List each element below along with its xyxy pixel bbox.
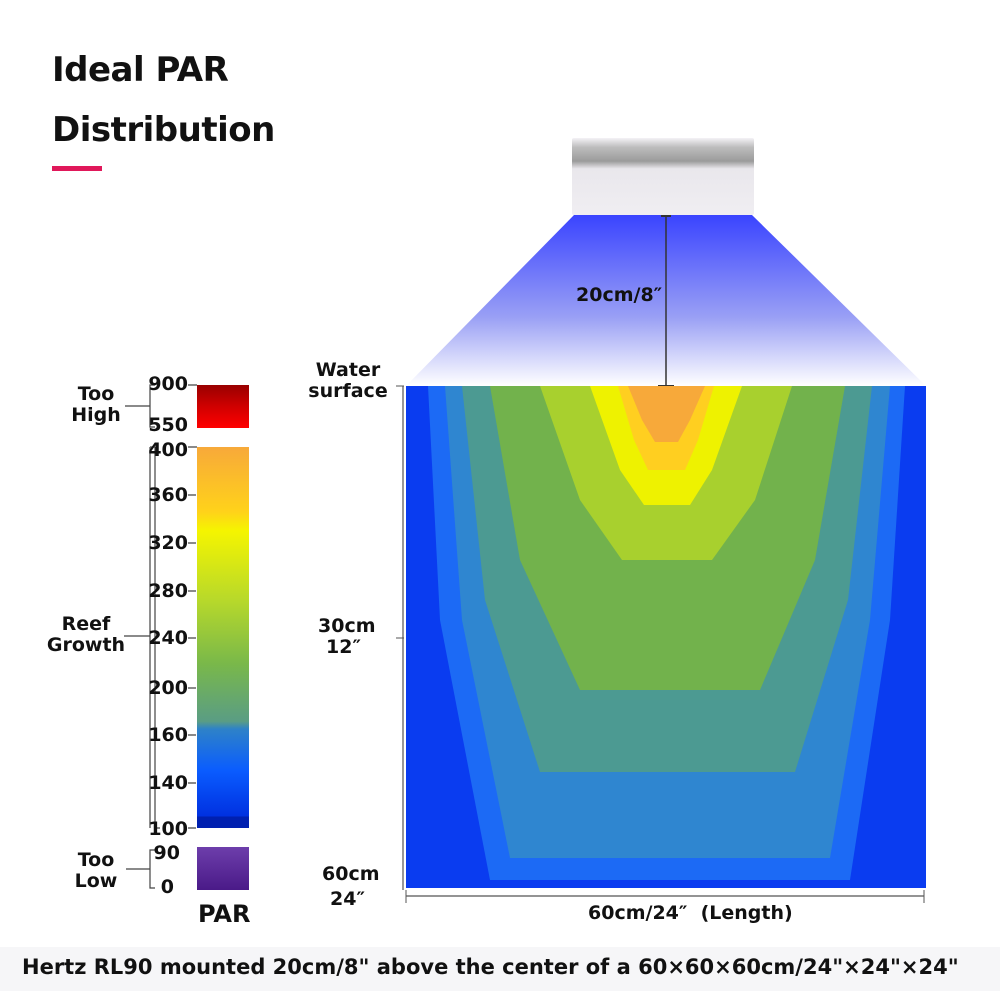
tick-240: 240 bbox=[148, 627, 188, 649]
label-line: 12″ bbox=[326, 636, 361, 658]
tick-90: 90 bbox=[153, 842, 180, 864]
depth-bottom-label: 60cm 24″ bbox=[322, 864, 386, 910]
water-surface-label: Water surface bbox=[306, 360, 390, 402]
legend-reef-growth-label: Reef Growth bbox=[46, 614, 126, 656]
tick-400: 400 bbox=[148, 439, 188, 461]
label-line: Water bbox=[315, 359, 381, 381]
label-line: Reef bbox=[61, 613, 111, 635]
tick-900: 900 bbox=[148, 373, 188, 395]
tick-200: 200 bbox=[148, 677, 188, 699]
legend-too-high-bar bbox=[197, 385, 249, 428]
title-accent-bar bbox=[52, 166, 102, 171]
legend-too-low-bar bbox=[197, 847, 249, 890]
label-line: Too bbox=[77, 849, 115, 871]
length-label: 60cm/24″ (Length) bbox=[588, 902, 793, 924]
tick-140: 140 bbox=[148, 772, 188, 794]
depth-mid-label: 30cm 12″ bbox=[318, 616, 382, 658]
tick-160: 160 bbox=[148, 724, 188, 746]
tick-0: 0 bbox=[160, 876, 174, 898]
label-line: Low bbox=[74, 870, 118, 892]
tick-320: 320 bbox=[148, 532, 188, 554]
label-line: 30cm bbox=[318, 615, 376, 637]
legend-too-high-label: Too High bbox=[66, 384, 126, 426]
label-line: 24″ bbox=[330, 888, 365, 910]
tick-550: 550 bbox=[148, 414, 188, 436]
label-line: High bbox=[71, 404, 121, 426]
label-line: 60cm bbox=[322, 863, 380, 885]
label-line: surface bbox=[308, 380, 388, 402]
tick-360: 360 bbox=[148, 484, 188, 506]
par-heatmap bbox=[406, 386, 926, 888]
legend-unit-label: PAR bbox=[198, 900, 251, 928]
label-line: Growth bbox=[46, 634, 126, 656]
legend-reef-growth-bar bbox=[197, 447, 249, 828]
fixture-height-label: 20cm/8″ bbox=[576, 284, 663, 306]
legend-too-low-label: Too Low bbox=[66, 850, 126, 892]
label-line: Too bbox=[77, 383, 115, 405]
footer-caption: Hertz RL90 mounted 20cm/8" above the cen… bbox=[0, 947, 1000, 991]
title-line-2: Distribution bbox=[52, 110, 275, 150]
footer-text: Hertz RL90 mounted 20cm/8" above the cen… bbox=[22, 955, 959, 979]
tick-280: 280 bbox=[148, 580, 188, 602]
light-fixture bbox=[572, 138, 754, 215]
tick-100: 100 bbox=[148, 818, 188, 840]
title-line-1: Ideal PAR bbox=[52, 50, 229, 90]
